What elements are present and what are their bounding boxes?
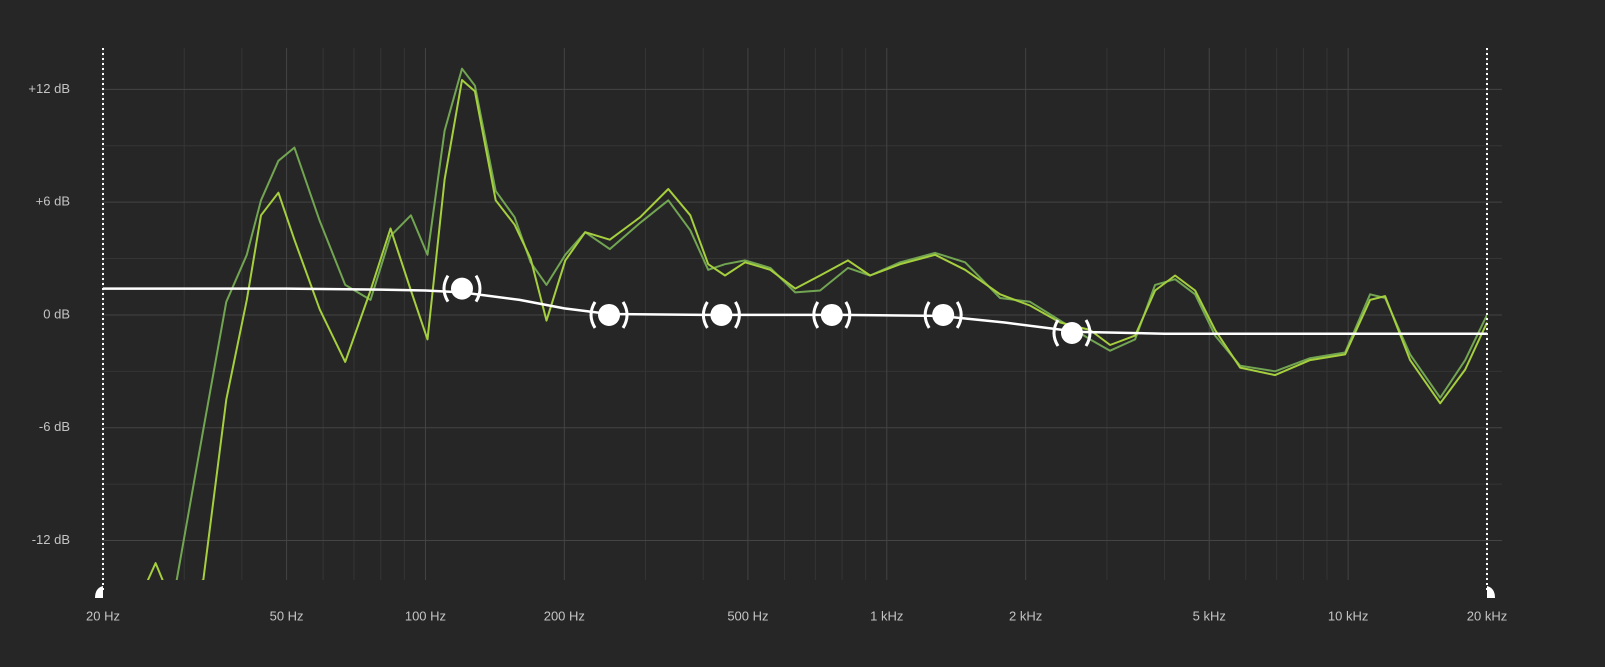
x-tick-label: 50 Hz: [270, 608, 304, 623]
node-bracket: [923, 301, 963, 329]
x-tick-label: 100 Hz: [405, 608, 446, 623]
y-tick-label: 0 dB: [43, 306, 70, 321]
node-bracket: [812, 301, 852, 329]
overlay: [95, 48, 1495, 598]
range-handle[interactable]: [95, 586, 103, 598]
y-tick-label: +12 dB: [28, 81, 70, 96]
node-bracket: [589, 301, 629, 329]
eq-band-node[interactable]: [442, 274, 482, 303]
x-tick-label: 1 kHz: [870, 608, 903, 623]
eq-band-node[interactable]: [1052, 319, 1092, 347]
node-bracket: [442, 274, 482, 303]
x-tick-label: 2 kHz: [1009, 608, 1042, 623]
node-bracket: [701, 301, 741, 329]
eq-band-node[interactable]: [923, 301, 963, 329]
x-tick-label: 20 Hz: [86, 608, 120, 623]
y-tick-label: -12 dB: [32, 532, 70, 547]
y-tick-label: -6 dB: [39, 419, 70, 434]
eq-curve: [103, 287, 1487, 335]
curves: [103, 67, 1487, 580]
x-tick-label: 10 kHz: [1328, 608, 1368, 623]
node-dot: [820, 303, 843, 326]
x-tick-label: 200 Hz: [544, 608, 585, 623]
node-dot: [1060, 321, 1083, 344]
node-dot: [450, 277, 473, 300]
range-handle[interactable]: [1487, 586, 1495, 598]
node-dot: [710, 303, 733, 326]
x-tick-label: 500 Hz: [727, 608, 768, 623]
eq-band-node[interactable]: [701, 301, 741, 329]
eq-band-node[interactable]: [589, 301, 629, 329]
spectrum-line: [146, 79, 1487, 580]
x-tick-label: 5 kHz: [1193, 608, 1226, 623]
eq-band-node[interactable]: [812, 301, 852, 329]
node-dot: [598, 303, 621, 326]
node-dot: [932, 303, 955, 326]
y-tick-label: +6 dB: [36, 194, 70, 209]
node-bracket: [1052, 319, 1092, 347]
x-tick-label: 20 kHz: [1467, 608, 1507, 623]
